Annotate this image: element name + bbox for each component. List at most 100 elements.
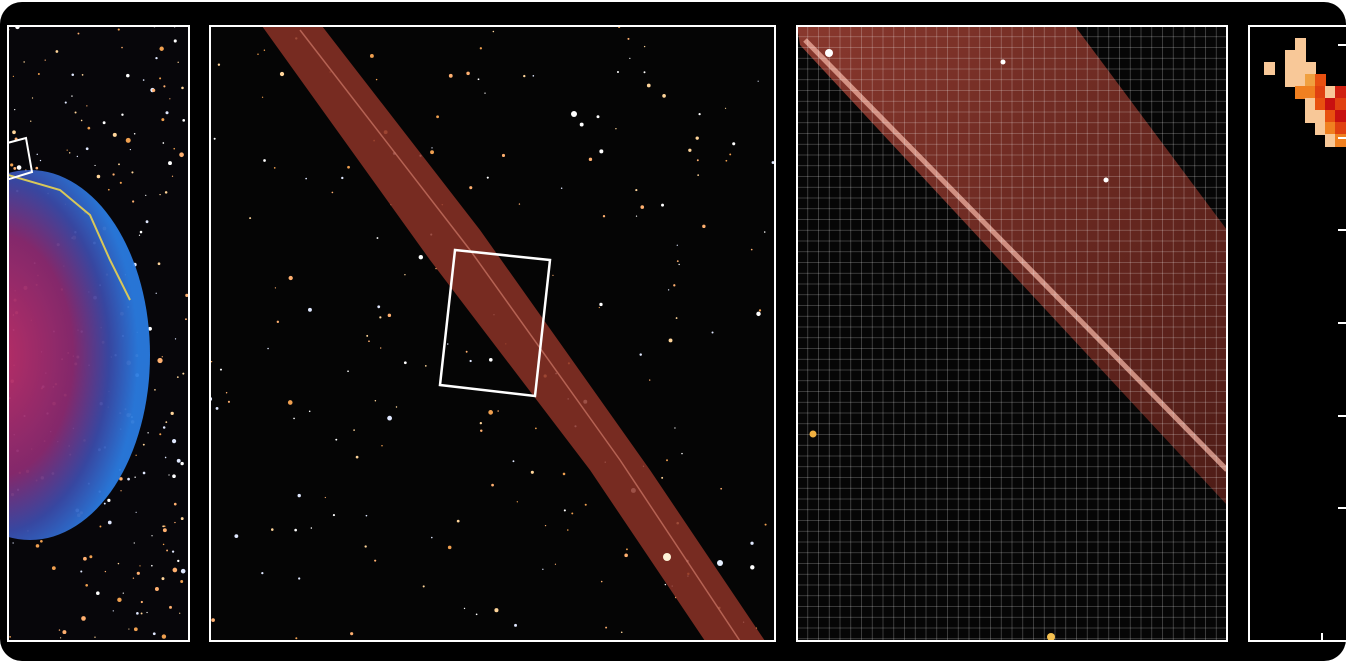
star — [696, 159, 699, 162]
star — [12, 542, 14, 544]
star — [177, 559, 180, 563]
star — [68, 152, 71, 154]
filament-band — [262, 26, 765, 641]
star — [518, 203, 521, 205]
pixel — [1295, 74, 1306, 87]
star — [162, 142, 165, 144]
star — [87, 126, 91, 130]
star — [162, 426, 166, 429]
star — [180, 461, 184, 466]
star — [404, 274, 406, 276]
star — [598, 306, 600, 309]
star — [271, 528, 274, 531]
star — [488, 410, 494, 415]
star — [387, 415, 393, 421]
star — [132, 200, 135, 203]
pixel-map — [1264, 38, 1346, 147]
star — [422, 585, 425, 588]
star — [126, 73, 130, 78]
star — [475, 613, 478, 616]
star — [661, 476, 664, 479]
pixel — [1335, 86, 1346, 99]
star — [96, 174, 101, 179]
star — [120, 490, 122, 492]
panel-map — [1249, 26, 1346, 641]
inset-box — [8, 136, 34, 181]
star — [35, 544, 40, 548]
pixel — [1285, 50, 1296, 63]
star — [497, 410, 499, 412]
star — [213, 137, 216, 140]
star — [154, 389, 156, 391]
star — [267, 347, 269, 350]
star — [809, 430, 817, 438]
star — [616, 70, 619, 73]
star — [263, 159, 266, 162]
star — [107, 520, 112, 525]
star — [122, 592, 124, 594]
star — [395, 406, 398, 408]
star — [131, 171, 134, 174]
pixel — [1335, 110, 1346, 123]
star — [702, 224, 706, 229]
star — [136, 571, 140, 575]
star — [59, 637, 62, 639]
pixel — [1285, 62, 1296, 75]
star — [174, 521, 176, 524]
star — [649, 379, 651, 381]
star — [294, 528, 297, 532]
star — [172, 567, 178, 573]
panel-frame — [7, 25, 190, 642]
star — [176, 458, 181, 463]
star — [139, 565, 141, 567]
star — [55, 50, 59, 53]
star — [154, 587, 159, 591]
star — [164, 191, 168, 194]
star — [771, 161, 775, 164]
star — [163, 525, 166, 528]
star — [667, 289, 670, 291]
star — [151, 564, 153, 567]
star — [162, 543, 165, 546]
star — [171, 550, 175, 553]
star — [639, 353, 642, 356]
star — [756, 311, 761, 317]
star — [1000, 59, 1006, 65]
star — [662, 94, 666, 98]
star — [1103, 177, 1109, 183]
panel-zoom — [797, 26, 1227, 641]
star — [381, 445, 383, 447]
pixel — [1285, 74, 1296, 87]
star — [584, 503, 587, 506]
star — [133, 542, 135, 544]
star — [165, 111, 169, 115]
star — [99, 525, 102, 528]
pixel — [1325, 134, 1336, 147]
star — [30, 120, 32, 122]
star — [1047, 633, 1055, 641]
star — [180, 517, 184, 521]
star — [119, 477, 123, 481]
star — [377, 305, 381, 309]
star — [112, 173, 115, 176]
star — [523, 74, 526, 78]
star — [676, 260, 679, 263]
star — [711, 331, 714, 334]
star — [16, 165, 22, 170]
star — [491, 483, 494, 487]
star — [185, 293, 189, 298]
filament — [8, 174, 131, 301]
star — [758, 309, 762, 312]
star — [14, 108, 16, 111]
star — [211, 618, 215, 622]
star — [168, 474, 170, 476]
nebula — [8, 170, 150, 540]
star — [646, 83, 651, 88]
pixel — [1325, 122, 1336, 135]
star — [112, 132, 117, 137]
star — [118, 163, 120, 166]
star — [40, 539, 43, 543]
star — [180, 580, 184, 584]
star — [170, 411, 174, 416]
